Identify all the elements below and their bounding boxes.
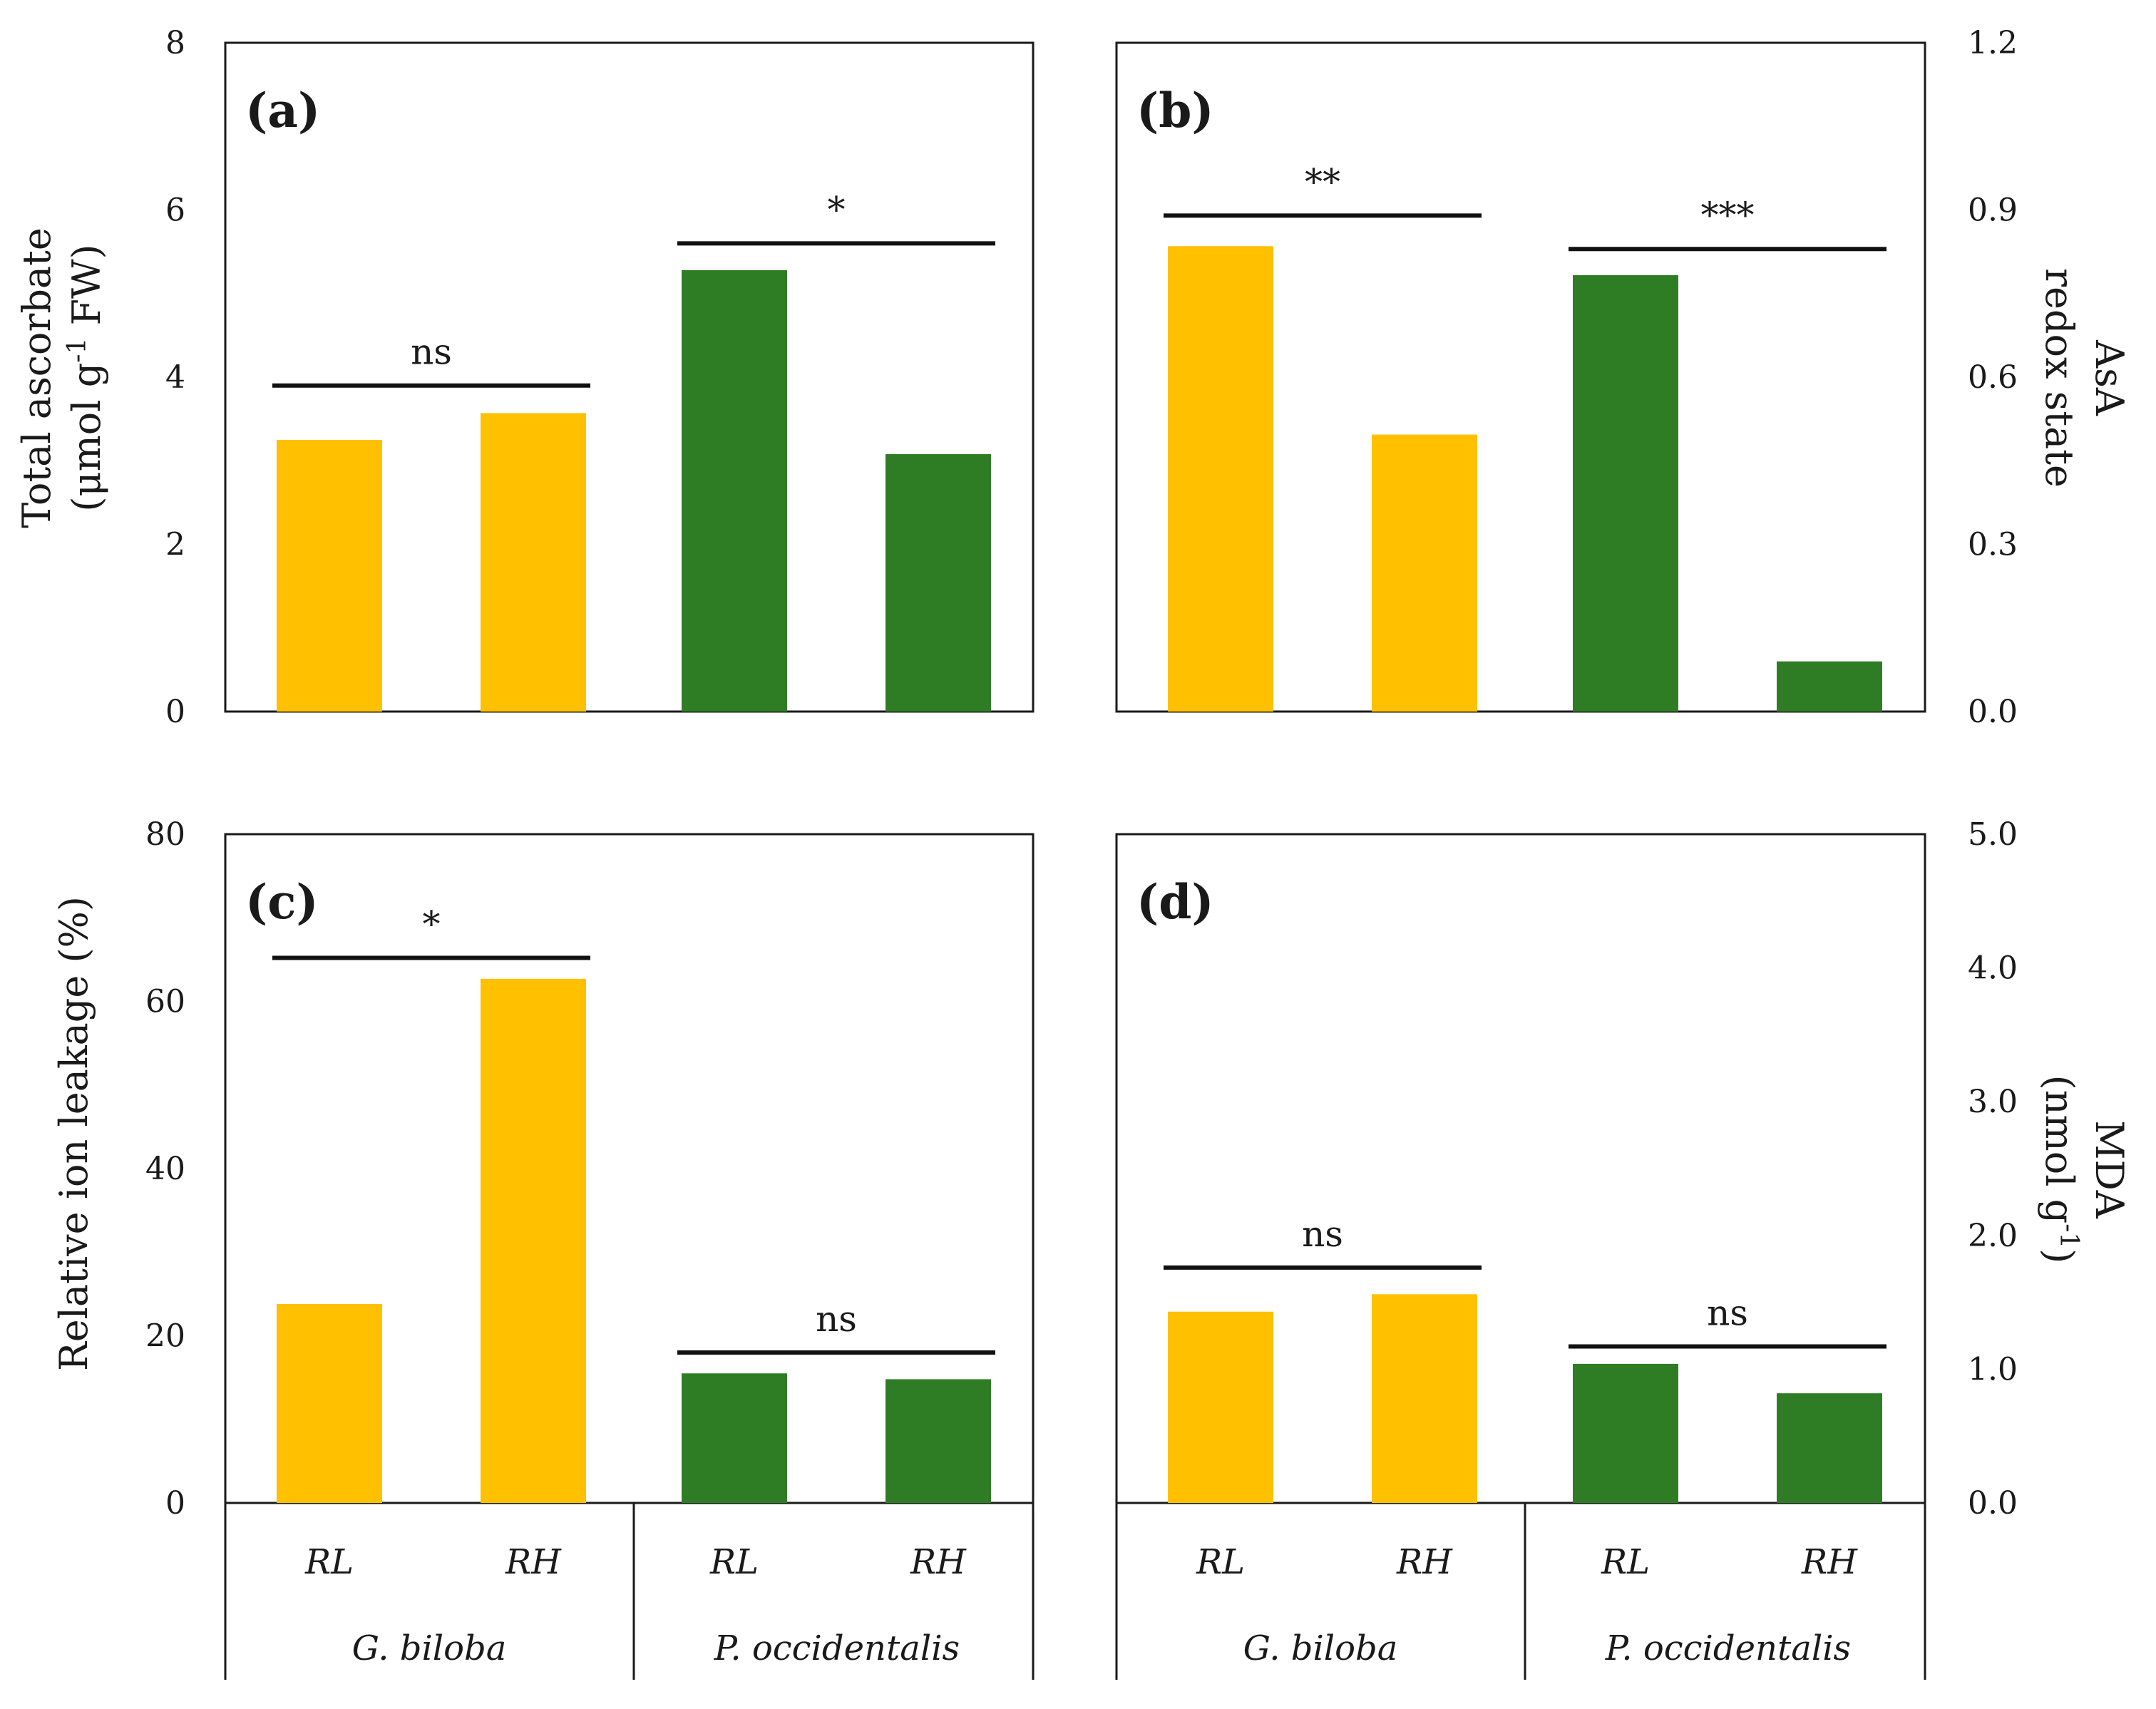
y-tick-label-d: 5.0 (1968, 816, 2018, 853)
bar-d-rl-0 (1168, 1311, 1273, 1503)
panel-label-b: (b) (1136, 83, 1214, 138)
panel-label-c: (c) (245, 874, 319, 930)
significance-label-b-0: ** (1305, 161, 1340, 202)
y-axis-title-d-line2: (nmol g-1) (2037, 1075, 2083, 1264)
bar-a-rh-1 (481, 413, 586, 712)
y-tick-label-a: 2 (165, 527, 185, 563)
bar-d-rh-1 (1372, 1294, 1477, 1503)
bar-a-rl-2 (682, 270, 787, 712)
group-label-c-0: G. biloba (352, 1628, 507, 1668)
significance-label-d-1: ns (1707, 1293, 1748, 1334)
y-tick-label-c: 0 (165, 1485, 185, 1521)
category-table-d: RL RH RL RH G. biloba P. occidentalis (1115, 1503, 1926, 1680)
y-tick-label-c: 20 (145, 1318, 185, 1355)
significance-label-d-0: ns (1302, 1213, 1343, 1255)
y-axis-title-a-text: Total ascorbate (14, 227, 59, 528)
y-tick-label-c: 80 (145, 816, 185, 853)
category-label-d-1: RH (1396, 1542, 1453, 1582)
group-label-c-1: P. occidentalis (714, 1628, 960, 1668)
significance-label-a-0: ns (411, 332, 452, 373)
significance-label-b-1: *** (1701, 195, 1755, 236)
plot-frame-d (1115, 833, 1926, 1504)
bar-c-rl-0 (277, 1303, 382, 1503)
y-axis-title-c-text: Relative ion leakage (%) (51, 896, 96, 1371)
y-axis-title-b-text2: redox state (2037, 268, 2082, 488)
y-tick-label-d: 0.0 (1968, 1485, 2018, 1521)
y-tick-label-c: 40 (145, 1151, 185, 1187)
y-tick-label-d: 1.0 (1968, 1351, 2018, 1387)
significance-label-c-0: * (423, 904, 441, 945)
bar-d-rh-3 (1777, 1393, 1882, 1503)
bar-c-rh-1 (481, 978, 586, 1503)
bar-c-rh-3 (885, 1379, 991, 1503)
plot-frame-b (1115, 41, 1926, 713)
y-tick-label-b: 0.0 (1968, 694, 2018, 730)
category-label-d-3: RH (1801, 1542, 1858, 1582)
category-label-c-2: RL (709, 1542, 759, 1582)
group-label-d-0: G. biloba (1243, 1628, 1398, 1668)
category-label-d-2: RL (1601, 1542, 1650, 1582)
plot-frame-a (224, 41, 1035, 713)
panel-label-a: (a) (245, 83, 320, 138)
panel-a: 0 2 4 6 8 ns * (a) (165, 25, 1035, 730)
y-tick-label-a: 0 (165, 694, 185, 730)
bar-c-rl-2 (682, 1373, 787, 1503)
y-axis-title-a-line2: (μmol g-1 FW) (63, 244, 109, 511)
panel-label-d: (d) (1136, 874, 1214, 930)
y-tick-label-a: 8 (165, 25, 185, 61)
category-label-c-0: RL (304, 1542, 354, 1582)
category-table-c: RL RH RL RH G. biloba P. occidentalis (224, 1503, 1035, 1680)
y-tick-label-d: 3.0 (1968, 1084, 2018, 1120)
y-tick-label-a: 6 (165, 193, 185, 229)
y-axis-title-a-unit-tail: FW) (64, 244, 109, 337)
panel-d: 0.0 1.0 2.0 3.0 4.0 5.0 ns ns (d) (1115, 816, 2018, 1521)
y-tick-label-d: 4.0 (1968, 950, 2018, 987)
bar-b-rl-0 (1168, 246, 1273, 712)
y-tick-label-b: 0.3 (1968, 527, 2018, 563)
category-label-c-3: RH (910, 1542, 967, 1582)
y-axis-title-a-line1: Total ascorbate (14, 227, 59, 528)
bar-b-rl-2 (1573, 274, 1678, 712)
panel-b: 0.00.30.60.91.2*****(b) (1115, 25, 2018, 730)
category-label-c-1: RH (505, 1542, 562, 1582)
category-label-d-0: RL (1196, 1542, 1245, 1582)
y-axis-title-d-text: MDA (2087, 1120, 2132, 1219)
significance-label-c-1: ns (816, 1298, 857, 1340)
plot-frame-c (224, 833, 1035, 1504)
bar-b-rh-3 (1777, 661, 1882, 712)
y-tick-label-c: 60 (145, 984, 185, 1020)
y-axis-title-b-text: AsA (2087, 339, 2132, 416)
y-axis-title-d-unit: (nmol g (2037, 1075, 2082, 1224)
y-tick-label-d: 2.0 (1968, 1218, 2018, 1254)
y-axis-title-d-line1: MDA (2087, 1120, 2132, 1219)
y-axis-title-d-unit-tail: ) (2037, 1248, 2082, 1263)
y-tick-label-a: 4 (165, 359, 185, 396)
y-axis-title-a-exponent: -1 (63, 338, 92, 363)
group-label-d-1: P. occidentalis (1605, 1628, 1851, 1668)
bar-a-rh-3 (885, 453, 991, 712)
y-axis-title-c: Relative ion leakage (%) (51, 896, 96, 1371)
y-tick-label-b: 0.6 (1968, 359, 2018, 396)
bar-a-rl-0 (277, 439, 382, 712)
bar-d-rl-2 (1573, 1363, 1678, 1503)
y-tick-label-b: 1.2 (1968, 25, 2018, 61)
y-axis-title-d-exponent: -1 (2054, 1223, 2083, 1248)
y-axis-title-b-line2: redox state (2037, 268, 2082, 488)
panel-c: 0 20 40 60 80 * ns (c) (145, 816, 1035, 1521)
significance-label-a-1: * (828, 189, 846, 230)
y-axis-title-a-unit: (μmol g (64, 363, 109, 512)
y-tick-label-b: 0.9 (1968, 193, 2018, 229)
bar-b-rh-1 (1372, 434, 1477, 712)
y-axis-title-b-line1: AsA (2087, 339, 2132, 416)
